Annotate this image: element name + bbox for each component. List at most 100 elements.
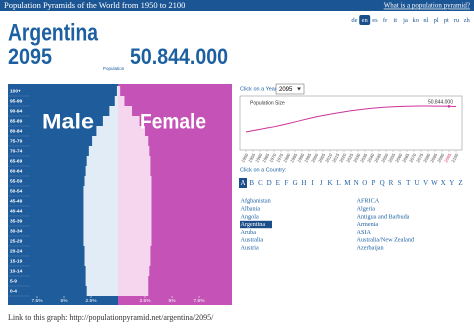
country-link[interactable]: Algeria bbox=[357, 206, 376, 213]
letter-link[interactable]: R bbox=[389, 179, 394, 187]
language-link[interactable]: it bbox=[393, 17, 397, 24]
language-link[interactable]: ja bbox=[402, 17, 408, 24]
selected-year-point bbox=[447, 104, 451, 108]
letter-link[interactable]: N bbox=[354, 179, 359, 187]
year-tick-label[interactable]: 1975 bbox=[275, 152, 284, 163]
female-bar bbox=[118, 86, 121, 96]
letter-link[interactable]: U bbox=[414, 179, 419, 187]
x-tick-label: 5% bbox=[61, 298, 69, 304]
male-bar bbox=[84, 246, 118, 256]
letter-link[interactable]: I bbox=[311, 179, 314, 187]
language-link[interactable]: nl bbox=[423, 17, 428, 24]
year-tick-label[interactable]: 2090 bbox=[436, 152, 445, 163]
year-tick-label[interactable]: 2055 bbox=[387, 152, 396, 163]
country-link[interactable]: Armenia bbox=[357, 221, 379, 228]
country-link[interactable]: Aruba bbox=[241, 229, 257, 236]
language-link[interactable]: en bbox=[362, 17, 369, 24]
male-bar bbox=[102, 116, 118, 126]
year-tick-label[interactable]: 1955 bbox=[247, 152, 256, 163]
male-bar bbox=[116, 86, 118, 96]
country-link[interactable]: Albania bbox=[241, 206, 261, 213]
year-tick-label[interactable]: 1995 bbox=[303, 152, 312, 163]
language-link[interactable]: ru bbox=[454, 17, 460, 24]
letter-link[interactable]: Y bbox=[449, 179, 454, 187]
country-link[interactable]: Argentina bbox=[241, 221, 266, 228]
year-tick-label[interactable]: 1960 bbox=[254, 152, 263, 163]
letter-link[interactable]: O bbox=[362, 179, 367, 187]
female-bar bbox=[118, 256, 151, 266]
year-tick-label[interactable]: 2040 bbox=[366, 152, 375, 163]
year-tick-label[interactable]: 2080 bbox=[422, 152, 431, 163]
year-tick-label[interactable]: 2005 bbox=[317, 152, 326, 163]
year-tick-label[interactable]: 2000 bbox=[310, 152, 319, 163]
letter-link[interactable]: L bbox=[337, 179, 341, 187]
year-tick-label[interactable]: 1985 bbox=[289, 152, 298, 163]
letter-link[interactable]: G bbox=[293, 179, 298, 187]
letter-link[interactable]: M bbox=[344, 179, 351, 187]
country-link[interactable]: Australia bbox=[241, 237, 264, 244]
year-tick-label[interactable]: 2015 bbox=[331, 152, 340, 163]
male-bar bbox=[83, 226, 118, 236]
letter-link[interactable]: E bbox=[276, 179, 280, 187]
letter-link[interactable]: B bbox=[249, 179, 254, 187]
letter-link[interactable]: Z bbox=[458, 179, 462, 187]
language-link[interactable]: es bbox=[372, 17, 378, 24]
letter-link[interactable]: V bbox=[423, 179, 428, 187]
letter-link[interactable]: P bbox=[372, 179, 376, 187]
graph-link[interactable]: Link to this graph: http://populationpyr… bbox=[8, 313, 214, 322]
country-link[interactable]: ASIA bbox=[357, 229, 372, 236]
year-tick-label[interactable]: 2030 bbox=[352, 152, 361, 163]
language-link[interactable]: pt bbox=[444, 17, 449, 24]
year-tick-label[interactable]: 2085 bbox=[429, 152, 438, 163]
year-tick-label[interactable]: 2010 bbox=[324, 152, 333, 163]
letter-link[interactable]: D bbox=[267, 179, 272, 187]
female-bar bbox=[118, 106, 133, 116]
letter-link[interactable]: K bbox=[327, 179, 332, 187]
year-tick-label[interactable]: 2045 bbox=[373, 152, 382, 163]
year-tick-label[interactable]: 2065 bbox=[401, 152, 410, 163]
letter-link[interactable]: W bbox=[431, 179, 438, 187]
letter-link[interactable]: J bbox=[320, 179, 323, 187]
language-link[interactable]: pl bbox=[434, 17, 439, 24]
letter-link[interactable]: C bbox=[258, 179, 263, 187]
year-tick-label[interactable]: 2100 bbox=[450, 152, 459, 163]
year-tick-label[interactable]: 2060 bbox=[394, 152, 403, 163]
language-link[interactable]: de bbox=[351, 17, 357, 24]
letter-link[interactable]: S bbox=[398, 179, 402, 187]
country-link[interactable]: Australia/New Zealand bbox=[357, 237, 415, 244]
male-bar bbox=[86, 156, 118, 166]
letter-link[interactable]: T bbox=[406, 179, 411, 187]
year-tick-label[interactable]: 1970 bbox=[268, 152, 277, 163]
year-tick-label[interactable]: 2070 bbox=[408, 152, 417, 163]
year-tick-label[interactable]: 2095 bbox=[443, 152, 452, 163]
year-select[interactable] bbox=[275, 83, 305, 95]
female-bar bbox=[118, 176, 152, 186]
year-tick-label[interactable]: 1950 bbox=[240, 152, 249, 163]
letter-link[interactable]: H bbox=[301, 179, 306, 187]
country-link[interactable]: Angola bbox=[241, 213, 259, 220]
female-bar bbox=[118, 156, 151, 166]
language-link[interactable]: ko bbox=[412, 17, 419, 24]
year-tick-label[interactable]: 2075 bbox=[415, 152, 424, 163]
country-link[interactable]: Austria bbox=[241, 245, 259, 252]
male-bar bbox=[109, 106, 118, 116]
language-link[interactable]: zh bbox=[464, 17, 471, 24]
year-tick-label[interactable]: 2035 bbox=[359, 152, 368, 163]
country-link[interactable]: Azerbaijan bbox=[357, 245, 384, 252]
year-tick-label[interactable]: 2020 bbox=[338, 152, 347, 163]
country-link[interactable]: Antigua and Barbuda bbox=[357, 213, 410, 220]
country-link[interactable]: Afghanistan bbox=[241, 198, 271, 205]
language-link[interactable]: fr bbox=[383, 17, 388, 24]
year-tick-label[interactable]: 1980 bbox=[282, 152, 291, 163]
letter-link[interactable]: F bbox=[285, 179, 289, 187]
year-tick-label[interactable]: 2050 bbox=[380, 152, 389, 163]
male-bar bbox=[83, 216, 118, 226]
year-tick-label[interactable]: 1990 bbox=[296, 152, 305, 163]
letter-link[interactable]: X bbox=[441, 179, 446, 187]
letter-link[interactable]: A bbox=[240, 179, 245, 187]
help-link[interactable]: What is a population pyramid? bbox=[384, 2, 470, 10]
country-link[interactable]: AFRICA bbox=[357, 198, 380, 205]
letter-link[interactable]: Q bbox=[380, 179, 385, 187]
year-tick-label[interactable]: 2025 bbox=[345, 152, 354, 163]
year-tick-label[interactable]: 1965 bbox=[261, 152, 270, 163]
